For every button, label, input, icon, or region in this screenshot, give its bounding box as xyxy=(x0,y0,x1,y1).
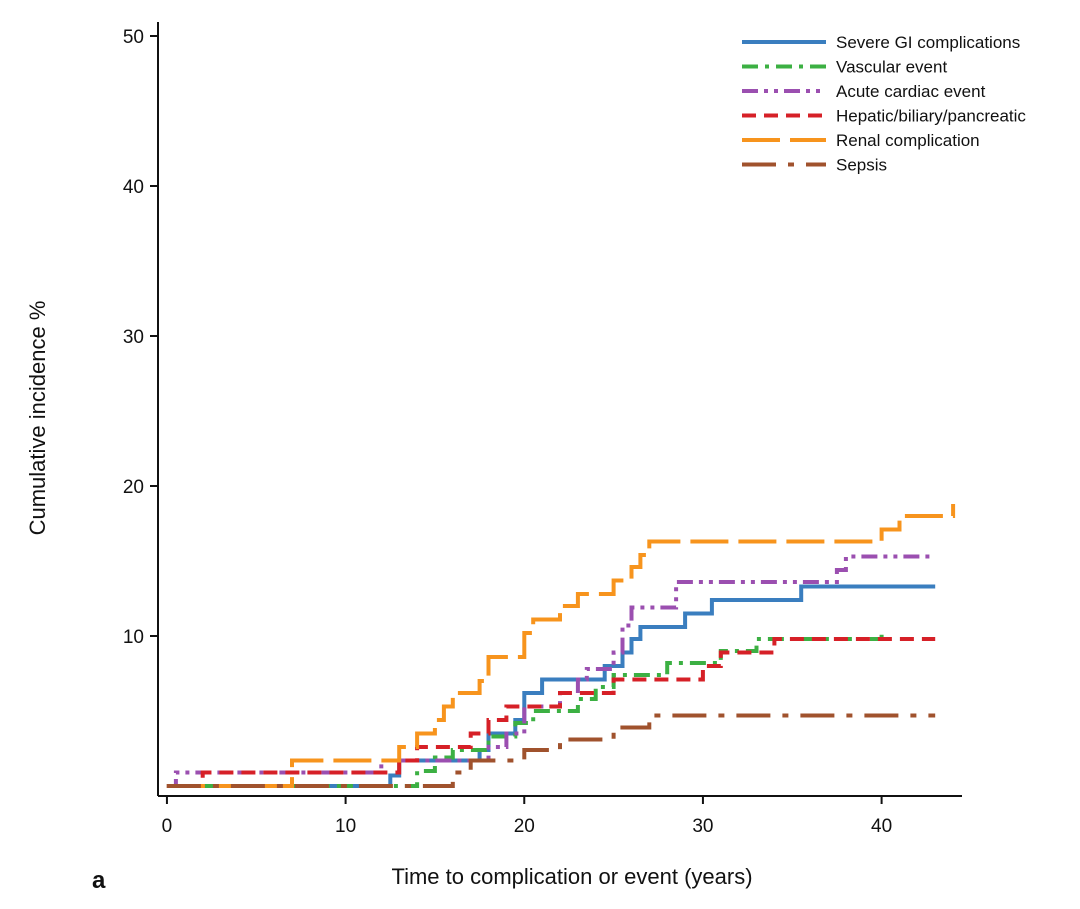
y-tick-label: 10 xyxy=(123,627,144,648)
axes: 10 20 30 40 50 0 10 20 30 40 xyxy=(123,22,962,837)
legend-label-1: Severe GI complications xyxy=(836,33,1020,52)
series-line-4 xyxy=(166,637,936,788)
legend-label-3: Acute cardiac event xyxy=(836,82,986,101)
y-tick-label: 50 xyxy=(123,27,144,48)
series-line-1 xyxy=(166,584,936,788)
x-axis-label: Time to complication or event (years) xyxy=(391,864,752,889)
y-tick-label: 30 xyxy=(123,327,144,348)
y-tick-label: 40 xyxy=(123,177,144,198)
x-tick-label: 0 xyxy=(162,816,173,837)
y-tick-label: 20 xyxy=(123,477,144,498)
x-tick-label: 20 xyxy=(514,816,535,837)
series-line-6 xyxy=(166,713,936,788)
legend-label-4: Hepatic/biliary/pancreatic xyxy=(836,107,1026,126)
series-line-3 xyxy=(166,554,936,788)
panel-label: a xyxy=(92,867,106,894)
legend: Severe GI complications Vascular event Acu… xyxy=(742,33,1026,175)
y-axis-label: Cumulative incidence % xyxy=(25,301,50,536)
x-tick-label: 30 xyxy=(692,816,713,837)
series-line-5 xyxy=(166,504,956,788)
legend-label-6: Sepsis xyxy=(836,156,887,175)
x-tick-label: 10 xyxy=(335,816,356,837)
legend-label-2: Vascular event xyxy=(836,58,947,77)
x-tick-label: 40 xyxy=(871,816,892,837)
series-lines xyxy=(166,504,956,788)
legend-label-5: Renal complication xyxy=(836,131,980,150)
